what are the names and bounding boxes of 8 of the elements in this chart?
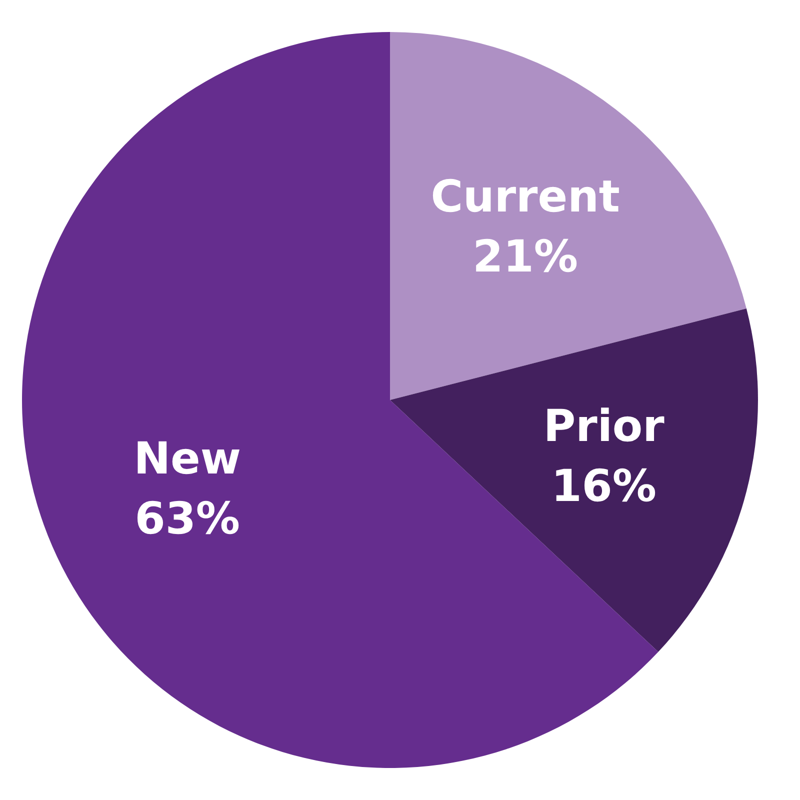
slice-label: New (134, 434, 242, 485)
data-label: 63% (134, 494, 240, 545)
data-label: 16% (551, 460, 657, 512)
slice-label: Prior (543, 400, 665, 452)
slice-label: Current (430, 172, 620, 223)
pie-slice (390, 32, 746, 400)
pie-slice (390, 308, 758, 652)
data-label: 21% (472, 232, 578, 283)
